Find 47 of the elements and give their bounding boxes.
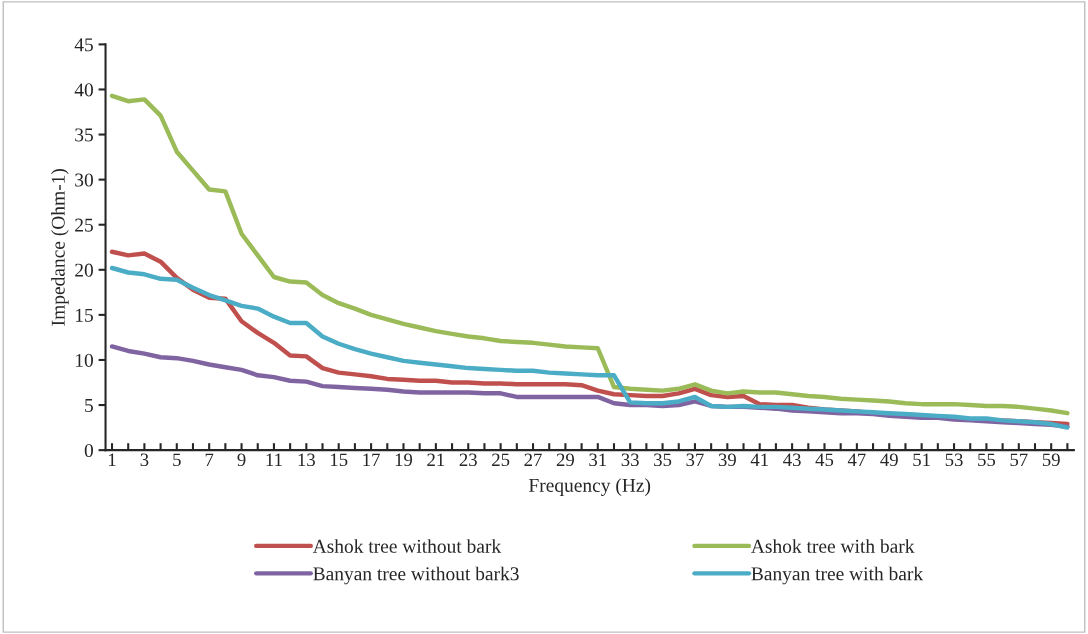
x-tick-label: 43	[783, 453, 801, 467]
x-tick-label: 11	[266, 453, 282, 466]
x-tick-label: 51	[913, 453, 930, 467]
x-tick-label: 37	[686, 453, 704, 467]
y-axis-title: Impedance (Ohm-1)	[51, 169, 69, 326]
y-tick-label: 40	[74, 83, 93, 97]
legend-label: Banyan tree without bark3	[313, 566, 519, 585]
y-tick-label: 45	[74, 38, 93, 52]
x-tick-label: 35	[654, 453, 672, 467]
x-tick-label: 27	[524, 453, 542, 466]
x-tick-label: 59	[1042, 453, 1060, 467]
y-tick-label: 5	[85, 399, 93, 412]
x-tick-label: 21	[427, 453, 445, 466]
x-tick-label: 13	[298, 453, 315, 467]
x-tick-label: 19	[395, 453, 413, 467]
x-tick-label: 57	[1010, 453, 1028, 467]
x-tick-label: 39	[718, 453, 736, 467]
y-tick-label: 30	[75, 173, 93, 187]
y-tick-label: 20	[75, 263, 93, 277]
x-tick-label: 17	[363, 453, 380, 466]
line-series	[109, 93, 1070, 416]
x-tick-label: 41	[750, 453, 768, 466]
x-tick-label: 15	[330, 453, 348, 467]
x-tick-label: 5	[173, 453, 181, 467]
x-tick-label: 23	[459, 453, 477, 467]
x-tick-label: 7	[205, 453, 214, 466]
y-tick-label: 15	[76, 308, 93, 322]
x-tick-label: 29	[556, 453, 575, 467]
legend-label: Banyan tree with bark	[751, 566, 924, 585]
x-tick-label: 47	[847, 453, 866, 466]
x-tick-label: 49	[880, 453, 898, 467]
x-tick-label: 31	[589, 453, 607, 467]
y-tick-label: 35	[75, 128, 93, 142]
y-tick-label: 25	[75, 218, 93, 232]
x-tick-label: 55	[978, 453, 996, 467]
y-tick-label: 0	[84, 443, 93, 458]
x-tick-label: 33	[621, 453, 639, 467]
legend-label: Ashok tree without bark	[312, 539, 502, 553]
x-tick-label: 9	[237, 453, 246, 467]
x-tick-label: 1	[108, 453, 116, 466]
x-tick-label: 3	[140, 453, 149, 467]
x-axis-title: Frequency (Hz)	[528, 478, 651, 496]
legend-label: Ashok tree with bark	[751, 539, 915, 553]
y-tick-label: 10	[76, 353, 93, 367]
x-tick-label: 25	[492, 453, 510, 467]
x-tick-label: 53	[945, 453, 963, 467]
x-tick-label: 45	[815, 453, 834, 467]
